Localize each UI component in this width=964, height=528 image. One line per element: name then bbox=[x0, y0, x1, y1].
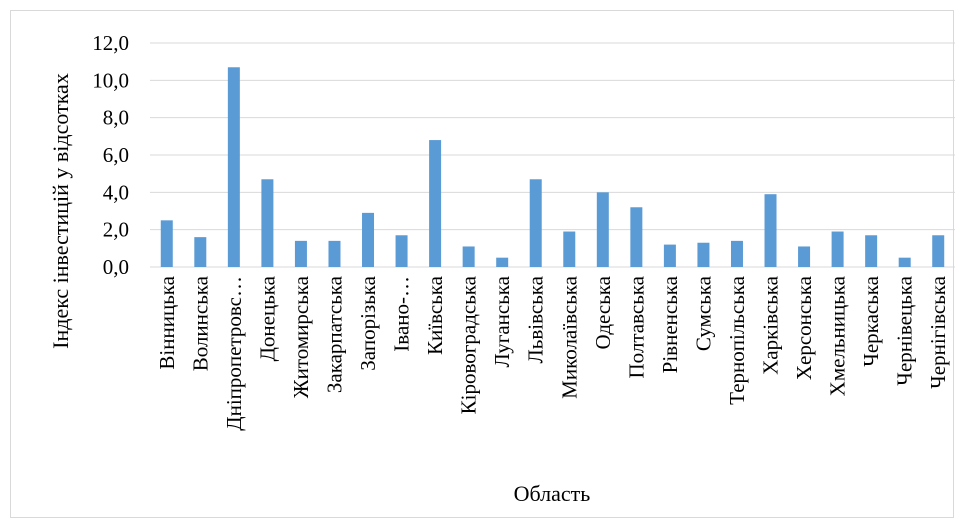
x-tick-label: Львівська bbox=[524, 275, 548, 363]
bar bbox=[462, 246, 475, 267]
bar bbox=[429, 140, 442, 267]
bar bbox=[865, 235, 878, 267]
x-tick-label: Вінницька bbox=[155, 275, 179, 369]
x-tick-label: Полтавська bbox=[624, 275, 648, 378]
bar bbox=[932, 235, 945, 267]
x-tick-label: Чернівецька bbox=[893, 275, 917, 385]
bar bbox=[328, 240, 341, 267]
x-tick-label: Луганська bbox=[490, 275, 514, 367]
x-tick-label: Дніпропетровс… bbox=[222, 276, 246, 431]
bar bbox=[160, 220, 173, 267]
bars bbox=[160, 67, 945, 268]
x-tick-label: Хмельницька bbox=[826, 275, 850, 396]
x-tick-label: Харківська bbox=[759, 275, 783, 375]
x-tick-label: Закарпатська bbox=[322, 275, 346, 393]
gridlines bbox=[150, 42, 955, 268]
bar bbox=[898, 257, 911, 267]
bar bbox=[663, 244, 676, 267]
x-tick-label: Запорізька bbox=[356, 275, 380, 370]
bar bbox=[798, 246, 811, 267]
x-tick-label: Миколаївська bbox=[557, 275, 581, 398]
y-tick-label: 6,0 bbox=[103, 143, 129, 167]
x-tick-label: Житомирська bbox=[289, 275, 313, 398]
y-tick-label: 0,0 bbox=[103, 255, 129, 279]
x-tick-label: Сумська bbox=[691, 275, 715, 351]
y-axis-ticks: 0,0 2,0 4,0 6,0 8,0 10,0 12,0 bbox=[92, 31, 129, 279]
bar bbox=[227, 67, 240, 268]
bar bbox=[563, 231, 576, 267]
y-tick-label: 4,0 bbox=[103, 180, 129, 204]
x-tick-label: Київська bbox=[423, 275, 447, 355]
bar bbox=[831, 231, 844, 267]
bar bbox=[730, 240, 743, 267]
bar bbox=[261, 179, 274, 267]
x-tick-label: Донецька bbox=[255, 275, 279, 361]
bar bbox=[194, 237, 207, 267]
x-tick-label: Херсонська bbox=[792, 275, 816, 380]
y-tick-label: 2,0 bbox=[103, 218, 129, 242]
x-tick-label: Волинська bbox=[188, 275, 212, 371]
bar bbox=[395, 235, 408, 267]
x-tick-label: Рівненська bbox=[658, 275, 682, 373]
bar bbox=[529, 179, 542, 267]
x-tick-label: Черкаська bbox=[859, 275, 883, 366]
y-tick-label: 10,0 bbox=[92, 68, 129, 92]
x-tick-label: Чернігівська bbox=[926, 275, 950, 389]
bar bbox=[294, 240, 307, 267]
x-axis-title: Область bbox=[514, 481, 591, 506]
bar bbox=[697, 242, 710, 267]
y-tick-label: 12,0 bbox=[92, 31, 129, 55]
x-tick-label: Одеська bbox=[591, 275, 615, 349]
x-tick-label: Кіровоградська bbox=[457, 275, 481, 414]
bar bbox=[596, 192, 609, 267]
bar bbox=[362, 212, 375, 267]
bar bbox=[496, 257, 509, 267]
x-tick-label: Івано-… bbox=[390, 276, 414, 352]
x-tick-label: Тернопільська bbox=[725, 275, 749, 404]
y-tick-label: 8,0 bbox=[103, 106, 129, 130]
bar bbox=[630, 207, 643, 267]
bar bbox=[764, 194, 777, 267]
y-axis-title: Індекс інвестицій у відсотках bbox=[48, 73, 73, 349]
x-axis-ticks: Вінницька Волинська Дніпропетровс… Донецька… bbox=[155, 275, 950, 430]
